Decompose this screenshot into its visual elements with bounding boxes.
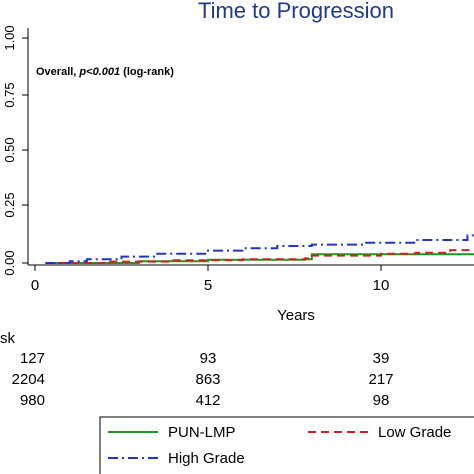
x-tick-label: 0 xyxy=(31,277,39,294)
risk-table-cell: 863 xyxy=(195,371,220,388)
risk-table-cell: 412 xyxy=(195,392,220,409)
risk-table-cell: 93 xyxy=(200,350,217,367)
risk-table-cell: 2204 xyxy=(12,371,45,388)
series-lines xyxy=(45,234,474,264)
risk-table-cell: 980 xyxy=(20,392,45,409)
series-line-high-grade xyxy=(45,234,474,264)
x-tick-label: 5 xyxy=(204,277,212,294)
legend: PUN-LMP Low Grade High Grade xyxy=(108,424,451,467)
risk-table: 127 93 39 2204 863 217 980 412 98 xyxy=(12,350,394,409)
y-tick-label: 0.50 xyxy=(2,137,17,162)
y-ticks: 0.00 0.25 0.50 0.75 1.00 xyxy=(2,25,28,276)
y-tick-label: 0.75 xyxy=(2,82,17,107)
risk-table-cell: 98 xyxy=(373,392,390,409)
y-tick-label: 0.25 xyxy=(2,192,17,217)
risk-table-cell: 127 xyxy=(20,350,45,367)
logrank-annotation: Overall, p<0.001 (log-rank) xyxy=(36,66,174,78)
risk-table-cell: 39 xyxy=(373,350,390,367)
series-line-low-grade xyxy=(45,249,474,264)
risk-table-cell: 217 xyxy=(368,371,393,388)
legend-label: Low Grade xyxy=(378,424,451,441)
x-ticks: 0 5 10 xyxy=(31,265,390,294)
y-tick-label: 0.00 xyxy=(2,250,17,275)
legend-label: PUN-LMP xyxy=(168,424,236,441)
legend-label: High Grade xyxy=(168,450,245,467)
chart-title: Time to Progression xyxy=(198,0,394,23)
legend-box xyxy=(99,416,474,474)
risk-table-header: sk xyxy=(0,330,16,347)
x-axis-label: Years xyxy=(277,307,315,324)
x-tick-label: 10 xyxy=(373,277,390,294)
y-tick-label: 1.00 xyxy=(2,25,17,50)
